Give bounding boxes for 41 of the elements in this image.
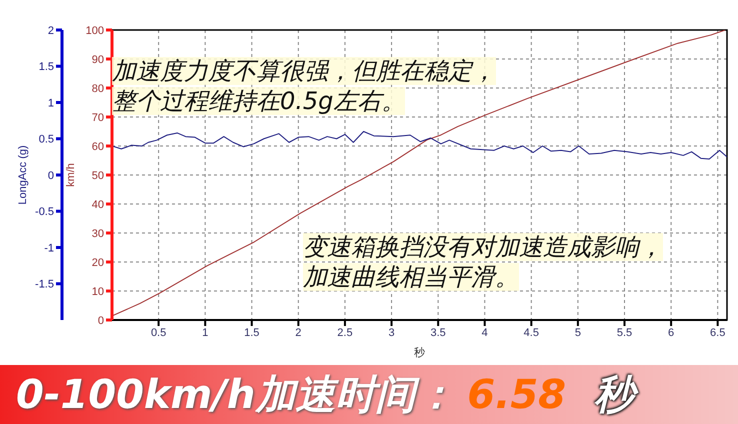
y2-axis-title: LongAcc (g) [16,145,29,205]
y-axis-title: km/h [64,163,77,187]
y-tick-label: 40 [92,198,104,211]
x-axis-title: 秒 [414,347,425,359]
y2-tick-label: 0.5 [38,134,54,146]
x-tick-label: 2.5 [337,326,353,339]
y-tick-label: 90 [92,54,104,66]
y2-tick-label: -0.5 [35,206,54,218]
x-tick-label: 1.5 [244,326,260,339]
annotation: 变速箱换挡没有对加速造成影响，加速曲线相当平滑。 [303,233,663,291]
x-tick-label: 1 [202,326,208,339]
y2-tick-label: -1.5 [35,278,54,291]
x-tick-label: 0.5 [150,326,166,339]
y-tick-label: 30 [92,228,104,240]
y2-tick-label: 0 [48,170,54,182]
y2-tick-label: 1 [48,97,54,110]
x-tick-label: 6.5 [710,326,726,339]
y2-tick-label: -1 [44,242,54,254]
text: 6.58 [467,372,566,418]
x-tick-label: 6 [668,326,674,339]
annotation: 加速度力度不算很强，但胜在稳定，整个过程维持在0.5g左右。 [112,57,496,115]
x-tick-label: 3.5 [430,326,446,339]
x-tick-label: 4 [482,326,488,339]
y2-tick-label: 2 [48,24,54,37]
y-tick-label: 80 [92,82,104,95]
y2-tick-label: 1.5 [38,61,54,74]
x-tick-label: 3 [388,326,395,339]
x-tick-label: 5.5 [616,326,632,339]
x-tick-label: 2 [295,326,302,339]
y-tick-label: 20 [92,256,104,269]
line-series [112,131,727,160]
x-tick-label: 4.5 [524,326,539,339]
y-tick-label: 70 [92,112,104,124]
text: 0-100km/h加速时间： [16,371,456,420]
y-tick-label: 100 [86,24,104,37]
y-tick-label: 50 [92,170,104,182]
line-series [112,30,726,316]
y-tick-label: 10 [92,286,104,298]
x-tick-label: 5 [574,326,581,339]
y-tick-label: 0 [98,314,104,327]
y-tick-label: 60 [92,140,104,153]
